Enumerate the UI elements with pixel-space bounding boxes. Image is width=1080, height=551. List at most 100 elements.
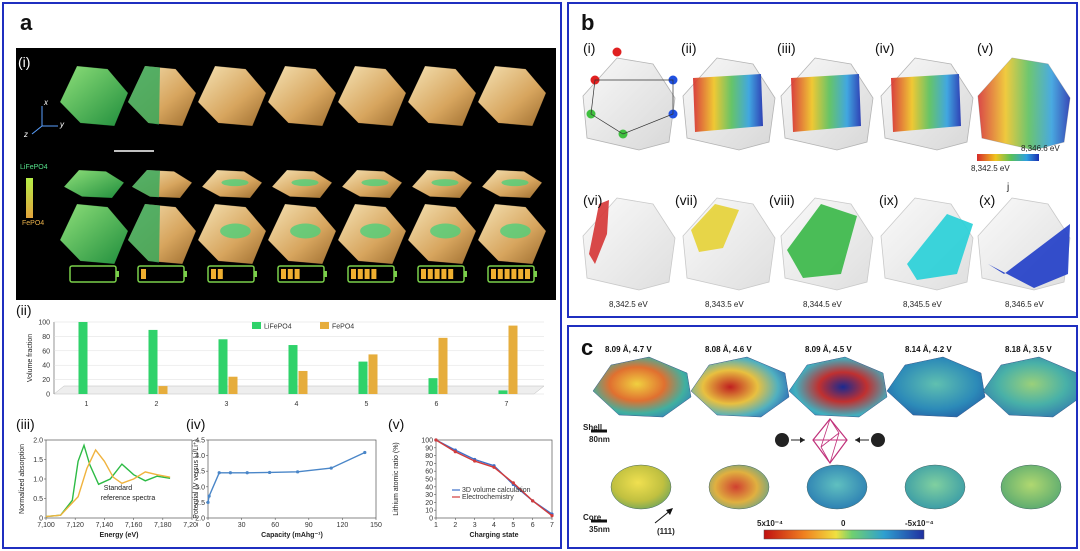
battery-cell (421, 269, 426, 279)
battery-tip (534, 271, 537, 277)
bar-lifepo4 (148, 329, 158, 394)
bar-fepo4 (508, 325, 518, 394)
x-tick-label: 7,200 (183, 522, 198, 529)
series-line (45, 448, 171, 518)
crystal-green-core (430, 223, 461, 239)
crystal-green-core (220, 223, 251, 239)
x-tick-label: 7 (550, 522, 554, 529)
core-scale-label: 35nm (589, 525, 610, 534)
data-point (206, 500, 210, 504)
core-strain-map (708, 464, 770, 510)
x-tick-label: 4 (492, 522, 496, 529)
shell-title-3: 8.09 Å, 4.5 V (805, 345, 852, 354)
battery-cell (357, 269, 363, 279)
shell-strain-map (592, 356, 692, 418)
marker-j: j (1007, 182, 1010, 193)
crystal-green-core (290, 223, 321, 239)
colorbar-low: 8,342.5 eV (971, 164, 1010, 173)
panel-a: a x y z LiFePO4 FePO4 (i) (ii) 0 20 4 (2, 2, 562, 549)
y-tick-label: 100 (38, 320, 50, 327)
shell-scale-label: 80nm (589, 435, 610, 444)
crystal-outline (582, 57, 676, 151)
y-axis-label: Volume fraction (27, 334, 34, 382)
y-tick-label: 0.5 (33, 496, 43, 503)
battery-cell (511, 269, 517, 279)
energy-label-2: 8,343.5 eV (705, 300, 744, 309)
data-point (228, 471, 232, 475)
y-tick-label: 1.5 (33, 457, 43, 464)
energy-slice (891, 74, 961, 132)
x-tick-label: 30 (238, 522, 246, 529)
panel-a-label: a (20, 10, 33, 35)
sub-label-b-v: (v) (977, 40, 994, 56)
x-axis-label: Energy (eV) (100, 532, 139, 539)
x-tick-label: 3 (225, 401, 229, 408)
battery-cell (518, 269, 524, 279)
colorbar-left-label: 5x10⁻⁴ (757, 519, 783, 528)
legend-label: LiFePO4 (264, 324, 292, 331)
crystal-green-region (128, 66, 160, 125)
axis-z-label: z (24, 130, 28, 139)
x-tick-label: 90 (305, 522, 313, 529)
x-tick-label: 150 (370, 522, 382, 529)
sub-label-ii: (ii) (16, 302, 32, 318)
sub-label-iii: (iii) (16, 416, 35, 432)
y-tick-label: 0 (46, 392, 50, 399)
battery-cell (351, 269, 356, 279)
bar-lifepo4 (218, 339, 228, 394)
sub-label-b-vii: (vii) (675, 192, 698, 208)
crystal-green-core (431, 179, 459, 187)
chart-potential: 0 30 60 90 120 150 2.0 2.5 3.0 3.5 4.0 4.5 Capacity … (193, 438, 382, 540)
crystal-render (337, 65, 407, 127)
x-tick-label: 120 (337, 522, 349, 529)
data-point (511, 481, 515, 485)
x-tick-label: 6 (531, 522, 535, 529)
legend-lifepo4: LiFePO4 (20, 164, 48, 171)
crystal-green-core (500, 223, 531, 239)
y-tick-label: 3.0 (195, 484, 205, 491)
legend-swatch (320, 322, 329, 329)
crystal-render (59, 65, 129, 127)
x-tick-label: 4 (295, 401, 299, 408)
energy-isosurface (988, 224, 1070, 288)
bar-lifepo4 (498, 390, 508, 394)
octahedron-diagram (775, 418, 885, 465)
sub-label-b-i: (i) (583, 40, 596, 56)
core-strain-map (806, 464, 868, 510)
crystal-green-core (221, 179, 249, 187)
energy-slice (693, 74, 763, 132)
y-tick-label: 10 (425, 508, 433, 515)
energy-label-5: 8,346.5 eV (1005, 300, 1044, 309)
shell-strain-map (690, 356, 790, 418)
legend-fepo4: FePO4 (22, 220, 45, 227)
legend-colorbar (26, 178, 33, 218)
sub-label-b-vi: (vi) (583, 192, 603, 208)
shell-label: Shell (583, 423, 603, 432)
x-tick-label: 7 (505, 401, 509, 408)
energy-map-full (978, 58, 1070, 150)
y-tick-label: 50 (425, 477, 433, 484)
panel-b: b (i) (ii) (iii) (iv) (v) (vi) (vii) (vi… (567, 2, 1078, 318)
y-tick-label: 30 (425, 492, 433, 499)
battery-outline (69, 265, 117, 283)
y-tick-label: 90 (425, 445, 433, 452)
battery-cell (281, 269, 286, 279)
shell-title-2: 8.08 Å, 4.6 V (705, 345, 752, 354)
energy-colorbar (977, 154, 1039, 161)
x-tick-label: 7,120 (66, 522, 84, 529)
sub-label-b-viii: (viii) (769, 192, 795, 208)
legend-label: Electrochemistry (462, 494, 514, 501)
sub-label-b-ii: (ii) (681, 40, 697, 56)
bar-lifepo4 (288, 345, 298, 394)
axes-triad (31, 106, 58, 135)
crystal-green-core (360, 223, 391, 239)
battery-cell (364, 269, 370, 279)
crystal-render (407, 65, 477, 127)
data-point (473, 459, 477, 463)
x-tick-label: 7,160 (125, 522, 143, 529)
crystal-render (63, 169, 125, 199)
data-point (217, 471, 221, 475)
x-tick-label: 0 (206, 522, 210, 529)
y-tick-label: 80 (425, 453, 433, 460)
